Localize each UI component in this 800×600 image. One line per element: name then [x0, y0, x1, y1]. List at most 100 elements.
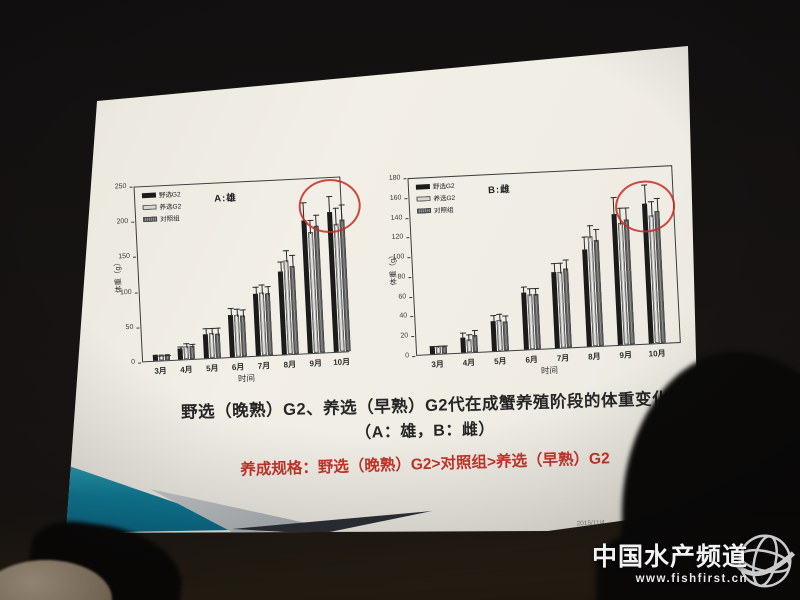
- error-bar: [261, 284, 263, 295]
- x-axis-tick-label: 9月: [309, 358, 323, 369]
- error-bar-cap: [239, 308, 246, 311]
- error-bar-cap: [562, 259, 569, 261]
- globe-icon: [735, 534, 796, 588]
- y-axis-tick-mark: [407, 257, 411, 259]
- legend-item: 对照组: [416, 204, 456, 216]
- y-axis-tick-label: 20: [400, 332, 409, 340]
- error-bar-cap: [264, 285, 271, 288]
- error-bar-cap: [490, 315, 497, 317]
- x-axis-tick-label: 6月: [525, 354, 539, 365]
- y-axis-tick-label: 250: [114, 182, 127, 191]
- error-bar: [291, 255, 294, 268]
- watermark-url: www.fishfirst.cn: [635, 573, 748, 585]
- y-axis-tick-mark: [409, 296, 413, 298]
- error-bar: [205, 328, 207, 337]
- chart-legend: 野选G2 养选G2 对照组: [141, 188, 182, 224]
- x-axis-tick-label: 7月: [257, 361, 271, 371]
- error-bar: [535, 287, 537, 296]
- error-bar: [583, 236, 586, 252]
- y-axis-tick-mark: [412, 355, 416, 358]
- error-bar-cap: [189, 343, 196, 346]
- watermark: 中国水产频道 www.fishfirst.cn: [592, 530, 796, 592]
- x-axis-tick-label: 8月: [587, 351, 601, 362]
- legend-swatch: [416, 195, 431, 202]
- error-bar: [499, 314, 501, 323]
- error-bar: [279, 261, 282, 274]
- error-bar-cap: [532, 287, 539, 289]
- legend-swatch: [142, 215, 158, 222]
- legend-item: 养选G2: [416, 192, 455, 204]
- watermark-title: 中国水产频道: [591, 543, 748, 571]
- y-axis-tick-mark: [129, 186, 133, 188]
- x-axis-tick-label: 9月: [619, 350, 633, 360]
- y-axis-tick-mark: [131, 221, 135, 223]
- error-bar: [559, 262, 561, 274]
- chart-a: 0 50 100 150 200 250 3月 4月 5月 6月 7月 8月 9月 10月 野选G2 养选G2…: [105, 164, 362, 387]
- error-bar-cap: [441, 345, 448, 347]
- legend-item: 野选G2: [415, 180, 455, 192]
- error-bar-cap: [258, 284, 265, 286]
- x-axis-tick-label: 5月: [205, 363, 219, 374]
- y-axis-tick-label: 50: [125, 323, 134, 331]
- chart-legend: 野选G2 养选G2 对照组: [415, 180, 456, 216]
- y-axis-tick-mark: [404, 197, 408, 200]
- error-bar: [230, 308, 232, 317]
- y-axis-tick-mark: [411, 336, 415, 338]
- error-bar-cap: [289, 255, 296, 257]
- error-bar-cap: [471, 330, 478, 332]
- legend-label: 养选G2: [433, 194, 456, 203]
- error-bar: [285, 250, 287, 262]
- error-bar: [505, 315, 507, 324]
- chart-b: 0 20 40 60 80 100 120 140 160 180 3月 4月 5月 6月 7月 8月 9月 10…: [380, 155, 690, 381]
- x-axis-tick-label: 8月: [283, 359, 297, 370]
- y-axis-tick-label: 160: [389, 194, 402, 202]
- error-bar-cap: [586, 225, 593, 227]
- error-bar: [217, 327, 219, 336]
- error-bar-cap: [164, 354, 171, 357]
- legend-label: 野选G2: [432, 182, 455, 191]
- y-axis-title: 体重（g）: [387, 251, 399, 286]
- legend-item: 野选G2: [141, 188, 181, 200]
- y-axis-tick-label: 0: [405, 352, 410, 360]
- y-axis-tick-label: 40: [399, 312, 408, 321]
- error-bar: [255, 286, 257, 296]
- error-bar: [236, 308, 238, 318]
- x-axis-tick-label: 7月: [556, 353, 570, 364]
- y-axis-tick-label: 200: [116, 218, 129, 226]
- x-axis-tick-label: 3月: [154, 366, 167, 376]
- legend-label: 养选G2: [159, 203, 182, 212]
- error-bar-cap: [214, 327, 221, 330]
- y-axis-tick-mark: [406, 237, 410, 239]
- y-axis-tick-label: 0: [131, 358, 136, 366]
- bar: [215, 333, 222, 358]
- x-axis-tick-label: 10月: [332, 357, 351, 368]
- x-axis-tick-label: 3月: [431, 359, 445, 370]
- legend-label: 对照组: [433, 206, 454, 215]
- error-bar: [474, 330, 476, 338]
- legend-swatch: [416, 207, 432, 214]
- error-bar: [529, 287, 531, 296]
- error-bar-cap: [556, 262, 563, 264]
- legend-item: 对照组: [142, 212, 182, 224]
- y-axis-tick-mark: [138, 362, 142, 364]
- slide-date: 2015/11/4: [576, 519, 606, 528]
- error-bar: [493, 315, 495, 324]
- error-bar: [565, 259, 567, 271]
- x-axis-title: 时间: [540, 365, 559, 376]
- error-bar-cap: [282, 250, 289, 252]
- legend-swatch: [415, 183, 430, 190]
- y-axis-tick-mark: [132, 256, 137, 259]
- error-bar: [523, 286, 525, 295]
- y-axis-tick-mark: [403, 178, 407, 180]
- x-axis-tick-label: 6月: [231, 362, 245, 373]
- error-bar-cap: [502, 315, 509, 318]
- chart-title: A:雄: [213, 192, 238, 205]
- bar: [240, 315, 248, 357]
- error-bar: [595, 229, 597, 243]
- error-bar: [211, 327, 213, 336]
- legend-item: 养选G2: [142, 200, 181, 212]
- legend-swatch: [141, 192, 157, 198]
- y-axis-tick-mark: [134, 292, 138, 294]
- error-bar-cap: [592, 229, 599, 231]
